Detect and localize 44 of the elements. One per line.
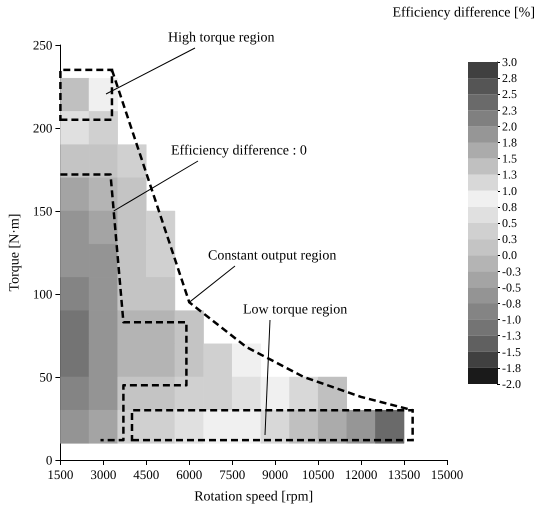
color-bar-label: 1.5 [502, 152, 517, 166]
y-tick-label: 200 [32, 120, 52, 136]
color-bar-label: 1.0 [502, 184, 517, 198]
color-bar-label: 0.5 [502, 216, 517, 230]
x-tick-label: 3000 [90, 467, 116, 482]
color-bar-label: 0.8 [502, 200, 517, 214]
color-bar-label: 1.3 [502, 168, 517, 182]
color-bar-label: -1.3 [502, 328, 521, 343]
color-bar-label: 2.8 [502, 71, 517, 86]
x-axis-title: Rotation speed [rpm] [194, 490, 314, 504]
color-bar-label: 2.5 [502, 87, 517, 102]
color-bar-label: 0.3 [502, 232, 517, 246]
color-bar-label: 2.0 [502, 119, 517, 134]
color-bar-label: 0.0 [502, 248, 517, 262]
x-tick-label: 1500 [47, 467, 74, 482]
x-tick-label: 4500 [133, 467, 160, 482]
color-bar-label: -2.0 [502, 377, 521, 391]
y-tick-label: 0 [46, 452, 52, 468]
y-axis-title: Torque [N·m] [8, 214, 22, 292]
x-tick-label: 9000 [262, 467, 288, 482]
x-tick-label: 10500 [302, 467, 334, 482]
color-bar-label: -0.8 [502, 296, 521, 310]
x-tick-label: 15000 [430, 467, 464, 482]
color-bar-label: 3.0 [502, 55, 517, 69]
annotation: Low torque region [243, 302, 348, 318]
y-tick-label: 150 [32, 204, 52, 218]
x-tick-label: 6000 [176, 467, 202, 482]
color-bar-title: Efficiency difference [%] [392, 6, 536, 20]
color-bar-label: -1.0 [502, 312, 521, 327]
color-bar-label: -0.3 [502, 264, 521, 278]
y-tick-label: 250 [32, 38, 52, 52]
x-tick-label: 7500 [219, 467, 246, 482]
color-bar-label: -0.5 [502, 280, 521, 294]
annotation: Constant output region [208, 248, 336, 264]
y-tick-label: 100 [32, 286, 52, 302]
color-bar-label: -1.5 [502, 344, 521, 359]
annotation: Efficiency difference : 0 [171, 144, 307, 158]
color-bar-label: 2.3 [502, 103, 517, 118]
x-tick-label: 13500 [388, 467, 420, 482]
x-tick-label: 12000 [344, 467, 378, 482]
annotation: High torque region [168, 30, 275, 46]
y-tick-label: 50 [39, 370, 52, 384]
color-bar-label: -1.8 [502, 360, 521, 375]
color-bar-label: 1.8 [502, 136, 517, 150]
